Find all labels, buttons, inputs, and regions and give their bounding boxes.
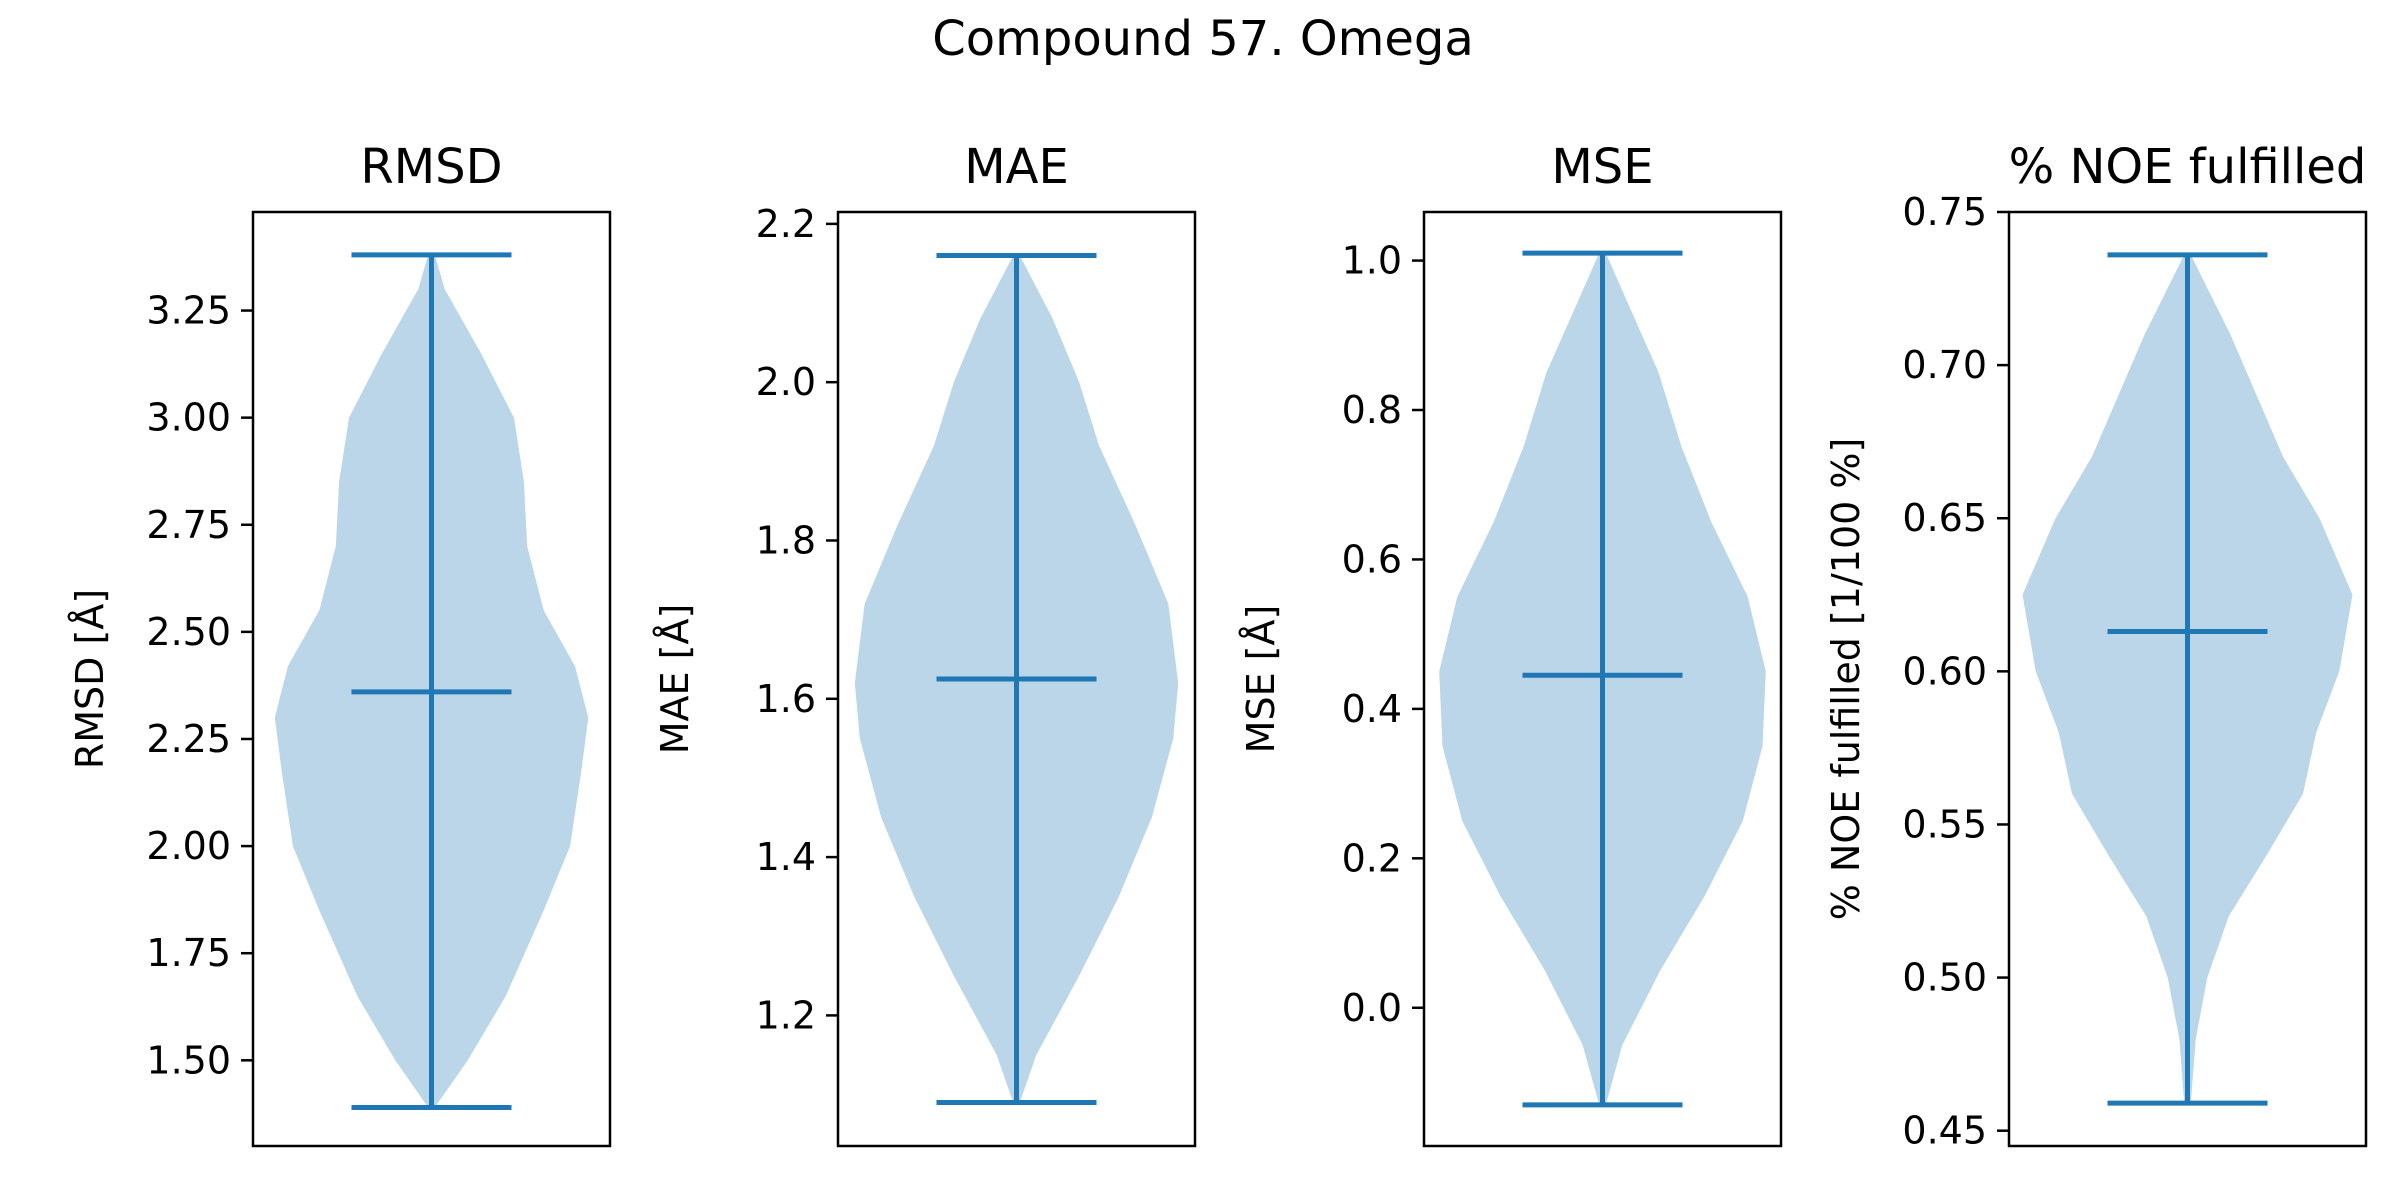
y-axis-label-noe: % NOE fulfilled [1/100 %] xyxy=(1824,438,1868,921)
y-tick-label-rmsd: 2.00 xyxy=(146,824,231,868)
y-axis-label-rmsd: RMSD [Å] xyxy=(68,589,112,769)
y-tick-label-rmsd: 3.25 xyxy=(146,289,231,333)
y-tick-label-rmsd: 1.50 xyxy=(146,1038,231,1082)
panel-title-mae: MAE xyxy=(964,139,1069,195)
y-tick-label-rmsd: 2.25 xyxy=(146,717,231,761)
y-tick-label-mse: 0.8 xyxy=(1342,388,1402,432)
axes-frame-mae xyxy=(836,210,1197,1148)
panel-title-mse: MSE xyxy=(1551,139,1653,195)
y-tick-label-mse: 0.0 xyxy=(1342,986,1402,1030)
violin-panels: RMSD 1.50 1.75 2.00 2.25 2.50 2.75 3.00 3.25 RMSD… xyxy=(68,139,2368,1153)
axes-frame-mse xyxy=(1422,210,1783,1148)
y-tick-label-mae: 1.2 xyxy=(756,993,816,1037)
y-tick-label-noe: 0.55 xyxy=(1902,802,1987,846)
y-tick-label-mse: 1.0 xyxy=(1342,239,1402,283)
figure-title: Compound 57. Omega xyxy=(932,11,1474,67)
y-tick-label-noe: 0.45 xyxy=(1902,1109,1987,1153)
y-tick-label-noe: 0.65 xyxy=(1902,496,1987,540)
y-tick-label-mse: 0.4 xyxy=(1342,687,1402,731)
y-tick-label-mae: 2.0 xyxy=(756,360,816,404)
y-tick-label-noe: 0.70 xyxy=(1902,343,1987,387)
violin-panel-mae: MAE 1.2 1.4 1.6 1.8 2.0 2.2 MAE [Å] xyxy=(653,139,1197,1148)
panel-title-rmsd: RMSD xyxy=(360,139,502,195)
y-tick-label-mae: 1.4 xyxy=(756,835,816,879)
violin-panel-rmsd: RMSD 1.50 1.75 2.00 2.25 2.50 2.75 3.00 3.25 RMSD… xyxy=(68,139,612,1148)
y-axis-label-mse: MSE [Å] xyxy=(1239,605,1283,754)
y-tick-label-rmsd: 2.50 xyxy=(146,610,231,654)
y-tick-label-noe: 0.60 xyxy=(1902,649,1987,693)
y-tick-label-mae: 2.2 xyxy=(756,202,816,246)
y-tick-label-mse: 0.6 xyxy=(1342,537,1402,581)
y-tick-label-rmsd: 1.75 xyxy=(146,931,231,975)
violin-panel-noe: % NOE fulfilled 0.45 0.50 0.55 0.60 0.65 0.70 0… xyxy=(1824,139,2368,1153)
y-tick-label-mse: 0.2 xyxy=(1342,836,1402,880)
y-tick-label-rmsd: 3.00 xyxy=(146,396,231,440)
y-tick-label-mae: 1.6 xyxy=(756,677,816,721)
axes-frame-noe xyxy=(2007,210,2368,1148)
y-axis-label-mae: MAE [Å] xyxy=(653,604,697,755)
y-tick-label-mae: 1.8 xyxy=(756,518,816,562)
violin-panel-mse: MSE 0.0 0.2 0.4 0.6 0.8 1.0 MSE [Å] xyxy=(1239,139,1783,1148)
y-tick-label-noe: 0.50 xyxy=(1902,956,1987,1000)
y-tick-label-noe: 0.75 xyxy=(1902,190,1987,234)
y-tick-label-rmsd: 2.75 xyxy=(146,503,231,547)
panel-title-noe: % NOE fulfilled xyxy=(2009,139,2367,195)
axes-frame-rmsd xyxy=(251,210,612,1148)
